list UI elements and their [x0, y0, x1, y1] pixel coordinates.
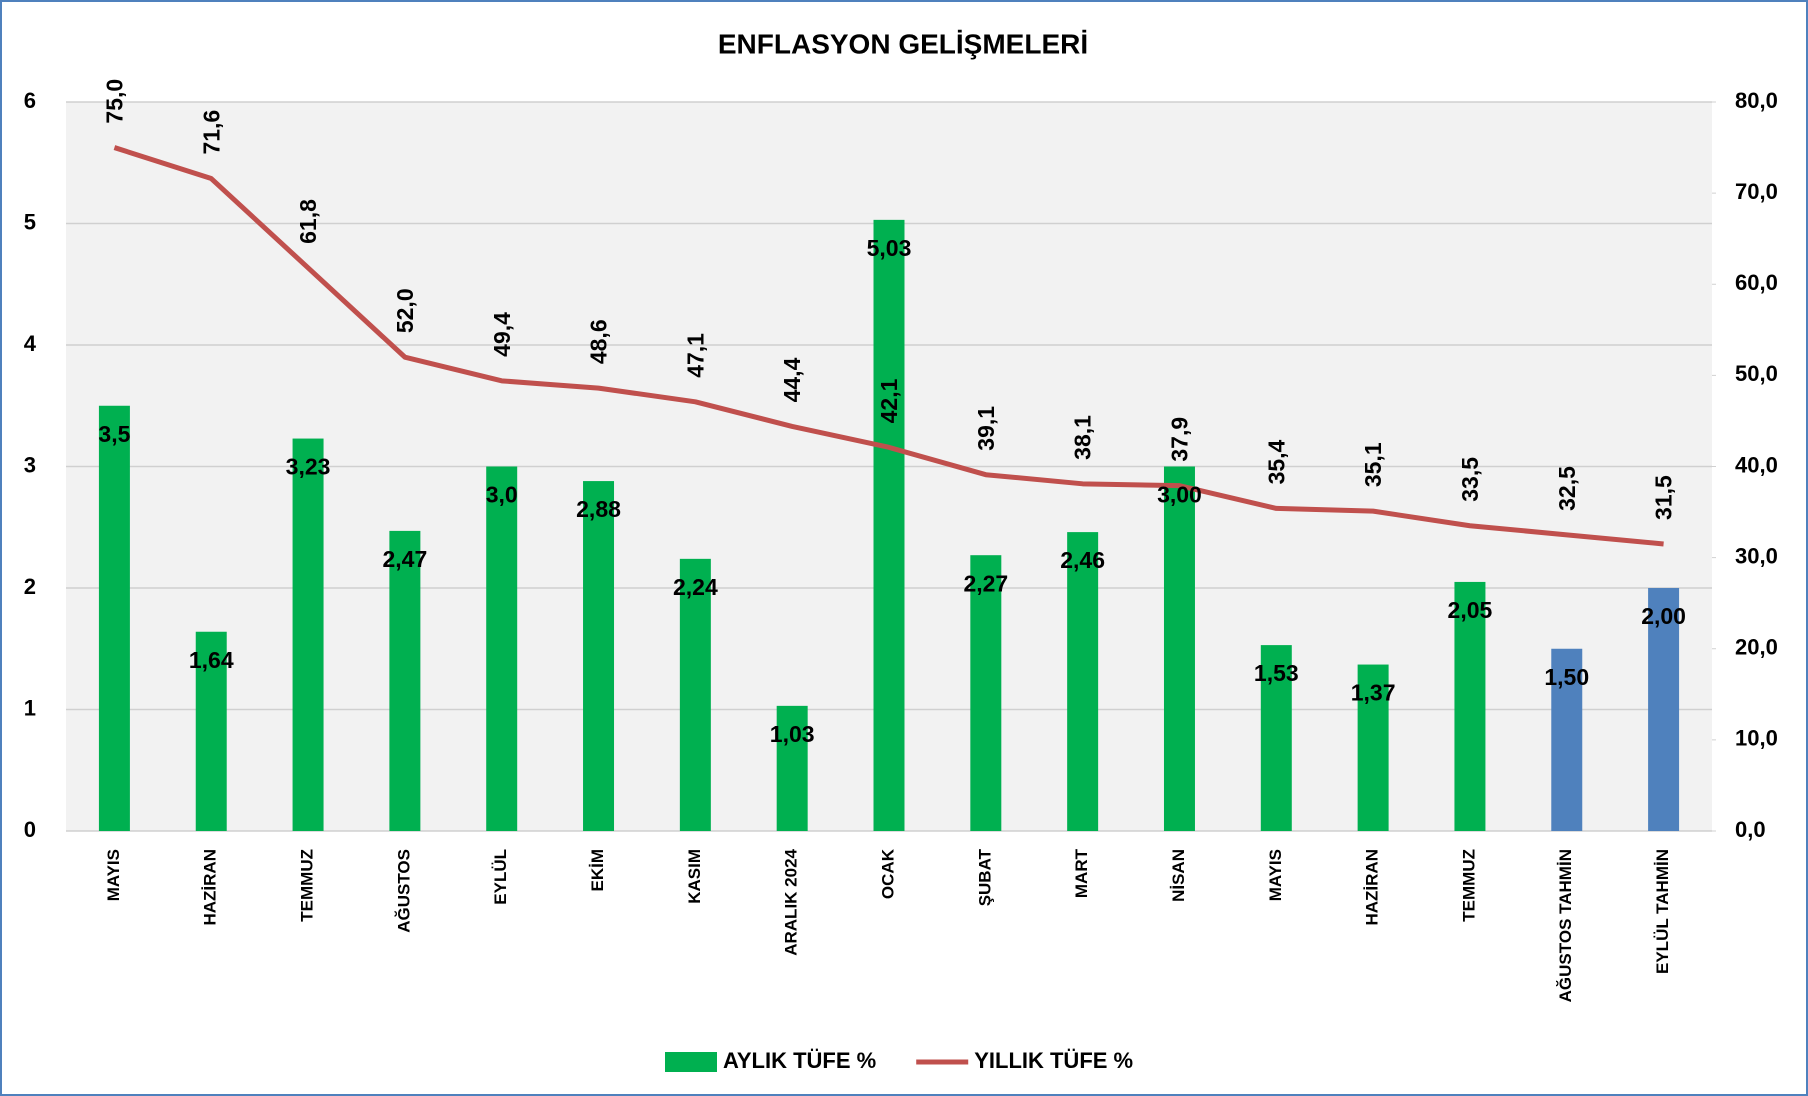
x-tick-label: TEMMUZ: [298, 849, 317, 922]
bar: [1067, 532, 1099, 831]
data-label: 3,00: [1157, 482, 1202, 508]
data-label: 2,05: [1448, 597, 1493, 623]
x-tick-label: MAYIS: [1266, 849, 1285, 901]
x-tick-label: TEMMUZ: [1459, 849, 1478, 922]
data-label: 1,37: [1351, 680, 1396, 706]
y-tick-label: 3: [24, 452, 36, 477]
data-label: 31,5: [1651, 475, 1677, 520]
bar: [970, 555, 1002, 831]
data-label: 42,1: [876, 378, 902, 423]
data-label: 35,1: [1360, 442, 1386, 487]
data-label: 2,46: [1060, 547, 1105, 573]
data-label: 1,53: [1254, 660, 1299, 686]
y-tick-label: 4: [24, 331, 37, 356]
legend-label: YILLIK TÜFE %: [974, 1048, 1133, 1073]
line: [113, 145, 1664, 547]
data-label: 35,4: [1263, 439, 1289, 484]
bar: [1551, 648, 1583, 831]
data-label: 5,03: [867, 235, 912, 261]
bar: [679, 558, 711, 831]
bar: [195, 631, 227, 831]
chart-title: ENFLASYON GELİŞMELERİ: [718, 28, 1088, 59]
bar: [873, 219, 905, 832]
bar: [389, 530, 421, 831]
y-tick-label: 1: [24, 695, 36, 720]
bar: [1648, 588, 1680, 831]
data-label: 47,1: [682, 333, 708, 378]
x-tick-label: ŞUBAT: [975, 848, 994, 906]
data-label: 2,47: [382, 546, 427, 572]
x-tick-label: KASIM: [685, 849, 704, 904]
y2-tick-label: 60,0: [1735, 270, 1778, 295]
data-label: 3,0: [486, 482, 518, 508]
data-label: 49,4: [489, 312, 515, 357]
data-label: 38,1: [1070, 415, 1096, 460]
y-tick-label: 2: [24, 574, 36, 599]
x-tick-label: ARALIK 2024: [782, 848, 801, 955]
y-tick-label: 0: [24, 817, 36, 842]
data-label: 1,64: [189, 647, 234, 673]
bar: [1163, 466, 1195, 831]
x-tick-label: AĞUSTOS TAHMİN: [1556, 849, 1575, 1002]
data-label: 1,03: [770, 721, 815, 747]
x-tick-label: OCAK: [878, 848, 897, 899]
x-tick-label: HAZİRAN: [201, 849, 220, 926]
x-tick-label: MART: [1072, 848, 1091, 898]
data-label: 3,5: [98, 421, 130, 447]
data-label: 44,4: [779, 357, 805, 402]
data-label: 2,00: [1641, 603, 1686, 629]
data-label: 37,9: [1167, 417, 1193, 462]
y2-tick-label: 80,0: [1735, 88, 1778, 113]
bar: [98, 405, 130, 831]
y2-tick-label: 0,0: [1735, 817, 1766, 842]
data-label: 71,6: [198, 110, 224, 155]
x-tick-label: NİSAN: [1169, 849, 1188, 902]
bar: [486, 466, 518, 831]
bar: [776, 705, 808, 831]
legend-label: AYLIK TÜFE %: [723, 1048, 876, 1073]
y-tick-label: 6: [24, 88, 36, 113]
data-label: 3,23: [286, 454, 331, 480]
y2-tick-label: 10,0: [1735, 726, 1778, 751]
data-label: 33,5: [1457, 457, 1483, 502]
bar: [292, 438, 324, 831]
data-label: 2,27: [963, 570, 1008, 596]
y2-tick-label: 40,0: [1735, 452, 1778, 477]
x-tick-label: EKİM: [588, 849, 607, 892]
x-tick-label: AĞUSTOS: [394, 849, 413, 933]
data-label: 32,5: [1554, 466, 1580, 511]
x-tick-label: MAYIS: [104, 849, 123, 901]
y2-tick-label: 20,0: [1735, 635, 1778, 660]
bar: [1260, 645, 1292, 831]
y2-tick-label: 30,0: [1735, 543, 1778, 568]
y-tick-label: 5: [24, 209, 36, 234]
data-label: 61,8: [295, 199, 321, 244]
data-label: 75,0: [101, 79, 127, 124]
x-tick-label: EYLÜL TAHMİN: [1653, 849, 1672, 974]
data-label: 2,24: [673, 574, 718, 600]
bar: [1454, 581, 1486, 831]
legend-swatch: [665, 1052, 717, 1072]
y2-tick-label: 50,0: [1735, 361, 1778, 386]
data-label: 48,6: [586, 319, 612, 364]
x-tick-label: EYLÜL: [491, 849, 510, 905]
bar: [583, 481, 615, 831]
data-label: 52,0: [392, 288, 418, 333]
x-tick-label: HAZİRAN: [1363, 849, 1382, 926]
data-label: 1,50: [1544, 664, 1589, 690]
data-label: 39,1: [973, 406, 999, 451]
bar: [1357, 664, 1389, 831]
y2-tick-label: 70,0: [1735, 179, 1778, 204]
data-label: 2,88: [576, 496, 621, 522]
